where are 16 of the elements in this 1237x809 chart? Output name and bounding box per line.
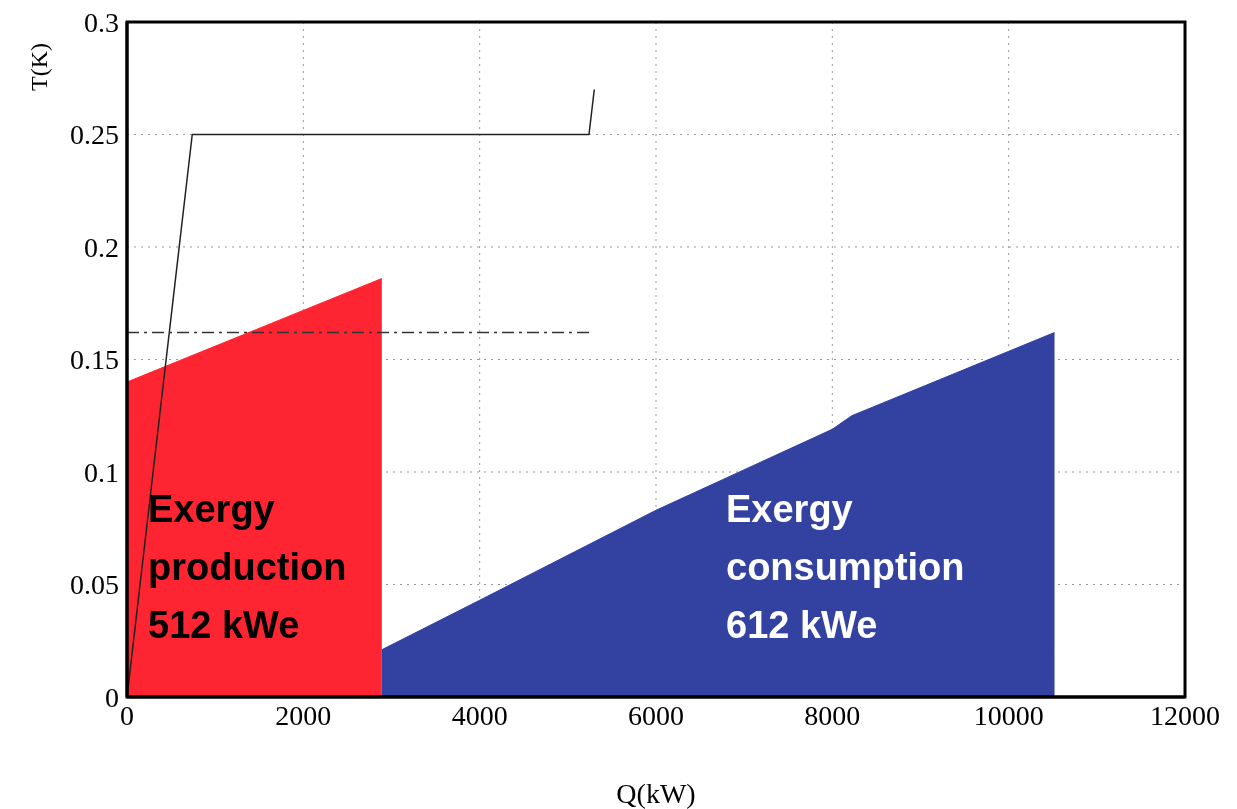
y-tick-label: 0.3 bbox=[84, 6, 119, 38]
y-axis-title: T(K) bbox=[26, 43, 53, 91]
annotation: Exergy production 512 kWe bbox=[148, 488, 347, 646]
y-tick-label: 0.15 bbox=[70, 344, 119, 376]
x-tick-label: 8000 bbox=[804, 699, 861, 731]
annotation: Exergy consumption 612 kWe bbox=[726, 488, 965, 646]
x-tick-label: 2000 bbox=[275, 699, 332, 731]
x-tick-label: 4000 bbox=[451, 699, 508, 731]
y-tick-label: 0.05 bbox=[70, 569, 119, 601]
x-tick-label: 12000 bbox=[1150, 699, 1220, 731]
x-tick-label: 6000 bbox=[628, 699, 684, 731]
y-tick-label: 0.25 bbox=[70, 119, 119, 151]
y-tick-label: 0.2 bbox=[84, 231, 119, 263]
x-tick-label: 10000 bbox=[973, 699, 1044, 731]
y-tick-label: 0.1 bbox=[84, 456, 119, 488]
x-axis-title: Q(kW) bbox=[616, 778, 696, 809]
